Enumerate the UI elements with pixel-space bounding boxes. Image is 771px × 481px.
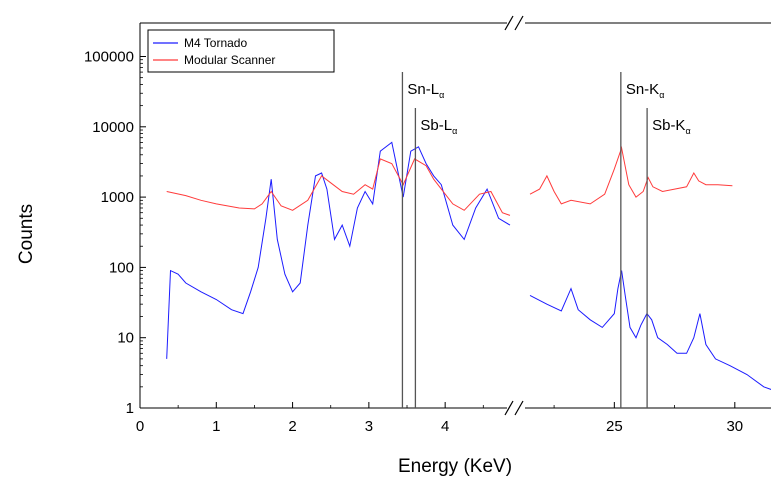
axis-break-mark — [514, 15, 524, 31]
y-tick-label: 1000 — [101, 189, 134, 206]
y-tick-label: 10000 — [92, 119, 134, 136]
x-tick-label: 1 — [212, 418, 220, 435]
x-tick-label: 2 — [288, 418, 296, 435]
annotation-subscript: α — [659, 90, 664, 100]
y-tick-label: 100000 — [84, 49, 134, 66]
y-tick-label: 10 — [117, 330, 134, 347]
annotation-subscript: α — [439, 90, 444, 100]
legend-box — [147, 29, 335, 73]
annotation-label: Sb-Kα — [652, 117, 691, 136]
x-tick-label: 30 — [726, 418, 743, 435]
axis-break-mark — [514, 400, 524, 416]
annotation-label: Sn-Kα — [626, 81, 665, 100]
series-m4-tornado-line-left — [166, 141, 511, 359]
y-axis-title: Counts — [16, 204, 37, 264]
legend: M4 Tornado Modular Scanner — [147, 29, 335, 73]
axis-break-mark — [504, 400, 514, 416]
x-axis-title: Energy (KeV) — [398, 456, 512, 477]
plot-frame — [139, 15, 771, 416]
annotation-layer: Sn-Lα Sb-Lα Sn-Kα Sb-Kα — [401, 72, 691, 408]
series-m4-tornado-line-right — [529, 270, 771, 390]
y-tick-label: 100 — [109, 259, 134, 276]
series-modular-scanner-line-right — [529, 146, 733, 205]
x-tick-label: 0 — [136, 418, 144, 435]
x-tick-label: 4 — [441, 418, 449, 435]
annotation-label: Sn-Lα — [407, 81, 444, 100]
x-tick-label: 3 — [365, 418, 373, 435]
legend-label: M4 Tornado — [184, 36, 247, 50]
x-tick-label: 25 — [606, 418, 623, 435]
series-modular-scanner-line-left — [166, 158, 511, 216]
y-tick-label: 1 — [126, 400, 134, 417]
series-layer — [166, 141, 771, 390]
axis-break-mark — [504, 15, 514, 31]
legend-label: Modular Scanner — [184, 53, 275, 67]
annotation-subscript: α — [685, 126, 690, 136]
annotation-subscript: α — [452, 126, 457, 136]
annotation-label: Sb-Lα — [420, 117, 457, 136]
